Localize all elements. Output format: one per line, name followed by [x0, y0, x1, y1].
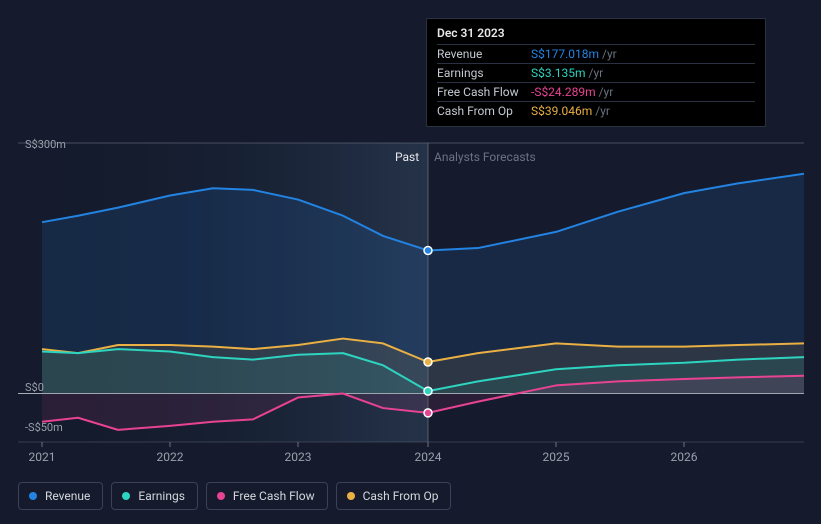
tooltip-row-label: Cash From Op: [437, 104, 531, 118]
legend-item-label: Free Cash Flow: [233, 489, 315, 503]
legend-item-earnings[interactable]: Earnings: [111, 482, 198, 510]
legend-item-label: Cash From Op: [363, 489, 439, 503]
x-axis-tick-label: 2023: [285, 450, 312, 464]
legend-dot-icon: [122, 492, 130, 500]
tooltip-row-value: S$39.046m: [531, 104, 592, 118]
tooltip-date: Dec 31 2023: [437, 26, 755, 40]
tooltip-rows: RevenueS$177.018m/yrEarningsS$3.135m/yrF…: [437, 44, 755, 120]
tooltip-row-unit: /yr: [595, 104, 610, 118]
y-axis-tick-label: -S$50m: [25, 421, 63, 434]
tooltip-row-label: Free Cash Flow: [437, 85, 531, 99]
x-axis-tick-label: 2025: [543, 450, 570, 464]
legend: Revenue Earnings Free Cash Flow Cash From O…: [18, 482, 451, 510]
x-axis-tick-label: 2024: [415, 450, 442, 464]
tooltip-row-label: Revenue: [437, 47, 531, 61]
tooltip-row-unit: /yr: [589, 66, 604, 80]
section-label-past: Past: [395, 150, 419, 164]
x-axis-tick-label: 2021: [29, 450, 56, 464]
tooltip-row-value: -S$24.289m: [531, 85, 596, 99]
legend-dot-icon: [217, 492, 225, 500]
legend-item-free-cash-flow[interactable]: Free Cash Flow: [206, 482, 328, 510]
y-axis-tick-label: S$300m: [25, 138, 66, 151]
tooltip-row: Free Cash Flow-S$24.289m/yr: [437, 82, 755, 101]
tooltip-row: RevenueS$177.018m/yr: [437, 44, 755, 63]
tooltip-row-label: Earnings: [437, 66, 531, 80]
x-axis-tick-label: 2022: [157, 450, 184, 464]
tooltip-row-unit: /yr: [602, 47, 617, 61]
x-axis-tick-label: 2026: [671, 450, 698, 464]
section-label-forecast: Analysts Forecasts: [434, 150, 536, 164]
legend-item-label: Revenue: [45, 489, 90, 503]
y-axis-tick-label: S$0: [25, 381, 44, 394]
legend-dot-icon: [29, 492, 37, 500]
hover-tooltip: Dec 31 2023 RevenueS$177.018m/yrEarnings…: [426, 18, 766, 127]
legend-item-label: Earnings: [138, 489, 185, 503]
tooltip-row-value: S$3.135m: [531, 66, 586, 80]
legend-item-revenue[interactable]: Revenue: [18, 482, 103, 510]
tooltip-row-unit: /yr: [599, 85, 614, 99]
tooltip-row: Cash From OpS$39.046m/yr: [437, 101, 755, 120]
legend-dot-icon: [347, 492, 355, 500]
tooltip-row-value: S$177.018m: [531, 47, 599, 61]
tooltip-row: EarningsS$3.135m/yr: [437, 63, 755, 82]
legend-item-cash-from-op[interactable]: Cash From Op: [336, 482, 452, 510]
